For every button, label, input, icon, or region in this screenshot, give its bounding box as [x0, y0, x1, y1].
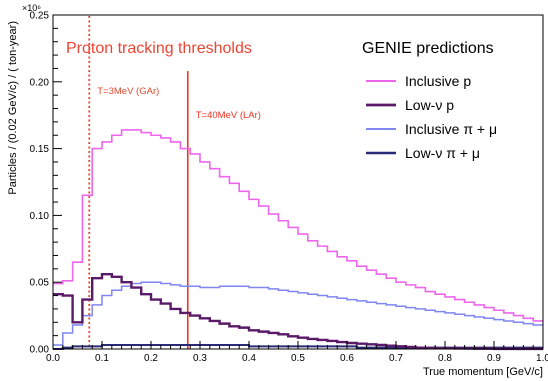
- x-tick-label: 0.6: [340, 353, 354, 364]
- legend-title: GENIE predictions: [362, 40, 494, 57]
- threshold-annotation-title: Proton tracking thresholds: [66, 40, 252, 57]
- legend-entry: Inclusive p: [405, 73, 471, 89]
- threshold-label: T=40MeV (LAr): [196, 110, 261, 121]
- y-tick-label: 0.15: [30, 144, 50, 155]
- series-layer: [53, 129, 543, 351]
- threshold-lines: [88, 16, 189, 349]
- threshold-label: T=3MeV (GAr): [97, 86, 159, 97]
- x-tick-label: 0.5: [291, 353, 305, 364]
- y-tick-label: 0.25: [30, 11, 50, 22]
- legend-entry: Inclusive π + μ: [405, 121, 497, 137]
- threshold-labels: T=3MeV (GAr) T=40MeV (LAr): [97, 86, 261, 121]
- axis-ticks: 0.0 0.1 0.2 0.3 0.4 0.5 0.6 0.7 0.8 0.9 1.0 0.00 0.0…: [30, 11, 548, 365]
- x-tick-label: 0.8: [438, 353, 452, 364]
- series-line: [53, 272, 543, 351]
- x-tick-label: 0.1: [95, 353, 109, 364]
- y-tick-label: 0.00: [30, 345, 50, 356]
- x-tick-label: 0.2: [144, 353, 158, 364]
- legend: Inclusive p Low-ν p Inclusive π + μ Low-ν π…: [366, 73, 497, 161]
- x-tick-label: 1.0: [536, 353, 548, 364]
- legend-entry: Low-ν p: [405, 97, 454, 113]
- x-tick-label: 0.7: [389, 353, 403, 364]
- x-tick-label: 0.3: [193, 353, 207, 364]
- x-tick-label: 0.4: [242, 353, 256, 364]
- y-tick-label: 0.20: [30, 77, 50, 88]
- y-axis-label: Particles / (0.02 GeV/c) / ( ton-year): [7, 21, 19, 195]
- y-axis-multiplier: ×10⁶: [22, 3, 41, 13]
- x-axis-label: True momentum [GeV/c]: [423, 366, 543, 378]
- y-tick-label: 0.10: [30, 211, 50, 222]
- x-tick-label: 0.0: [46, 353, 60, 364]
- legend-entry: Low-ν π + μ: [405, 145, 480, 161]
- series-line: [53, 129, 543, 322]
- x-tick-label: 0.9: [487, 353, 501, 364]
- y-tick-label: 0.05: [30, 278, 50, 289]
